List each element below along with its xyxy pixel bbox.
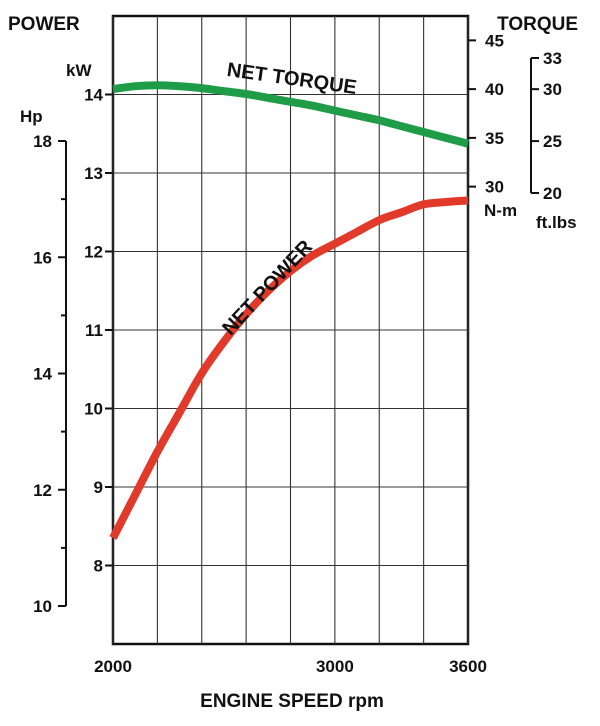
hp-tick-label: 10	[33, 597, 52, 616]
nm-unit-label: N-m	[484, 201, 517, 220]
grid-lines	[112, 16, 469, 644]
nm-tick-label: 35	[485, 129, 504, 148]
nm-tick-label: 40	[485, 80, 504, 99]
kw-unit-label: kW	[66, 61, 92, 80]
nm-tick-label: 30	[485, 178, 504, 197]
x-tick-label: 2000	[94, 657, 132, 676]
x-axis-title: ENGINE SPEED rpm	[200, 691, 384, 712]
kw-tick-label: 9	[94, 478, 103, 497]
kw-tick-label: 13	[84, 164, 103, 183]
power-axis-title: POWER	[8, 14, 80, 35]
hp-tick-label: 16	[33, 248, 52, 267]
kw-tick-label: 12	[84, 243, 103, 262]
axes: 8 9 10 11 12 13 14 10 12 14 16 18 30 35 40 45 20 25 30 33 20…	[33, 31, 562, 676]
kw-tick-label: 11	[85, 321, 103, 340]
kw-tick-label: 14	[84, 86, 103, 105]
ftlbs-tick-label: 25	[543, 132, 562, 151]
net-torque-curve	[112, 81, 469, 148]
ftlbs-tick-label: 30	[543, 80, 562, 99]
ftlbs-tick-label: 20	[543, 184, 562, 203]
net-power-curve	[109, 196, 469, 540]
x-tick-label: 3600	[449, 657, 487, 676]
hp-tick-label: 12	[33, 481, 52, 500]
kw-tick-label: 10	[84, 400, 103, 419]
kw-tick-label: 8	[94, 557, 103, 576]
ftlbs-tick-label: 33	[543, 49, 562, 68]
series-layer	[109, 81, 469, 540]
hp-tick-label: 18	[33, 132, 52, 151]
torque-axis-title: TORQUE	[497, 14, 578, 35]
nm-tick-label: 45	[485, 31, 504, 50]
hp-tick-label: 14	[33, 365, 52, 384]
ftlbs-unit-label: ft.lbs	[536, 213, 577, 232]
hp-unit-label: Hp	[20, 107, 43, 126]
x-tick-label: 3000	[316, 657, 354, 676]
